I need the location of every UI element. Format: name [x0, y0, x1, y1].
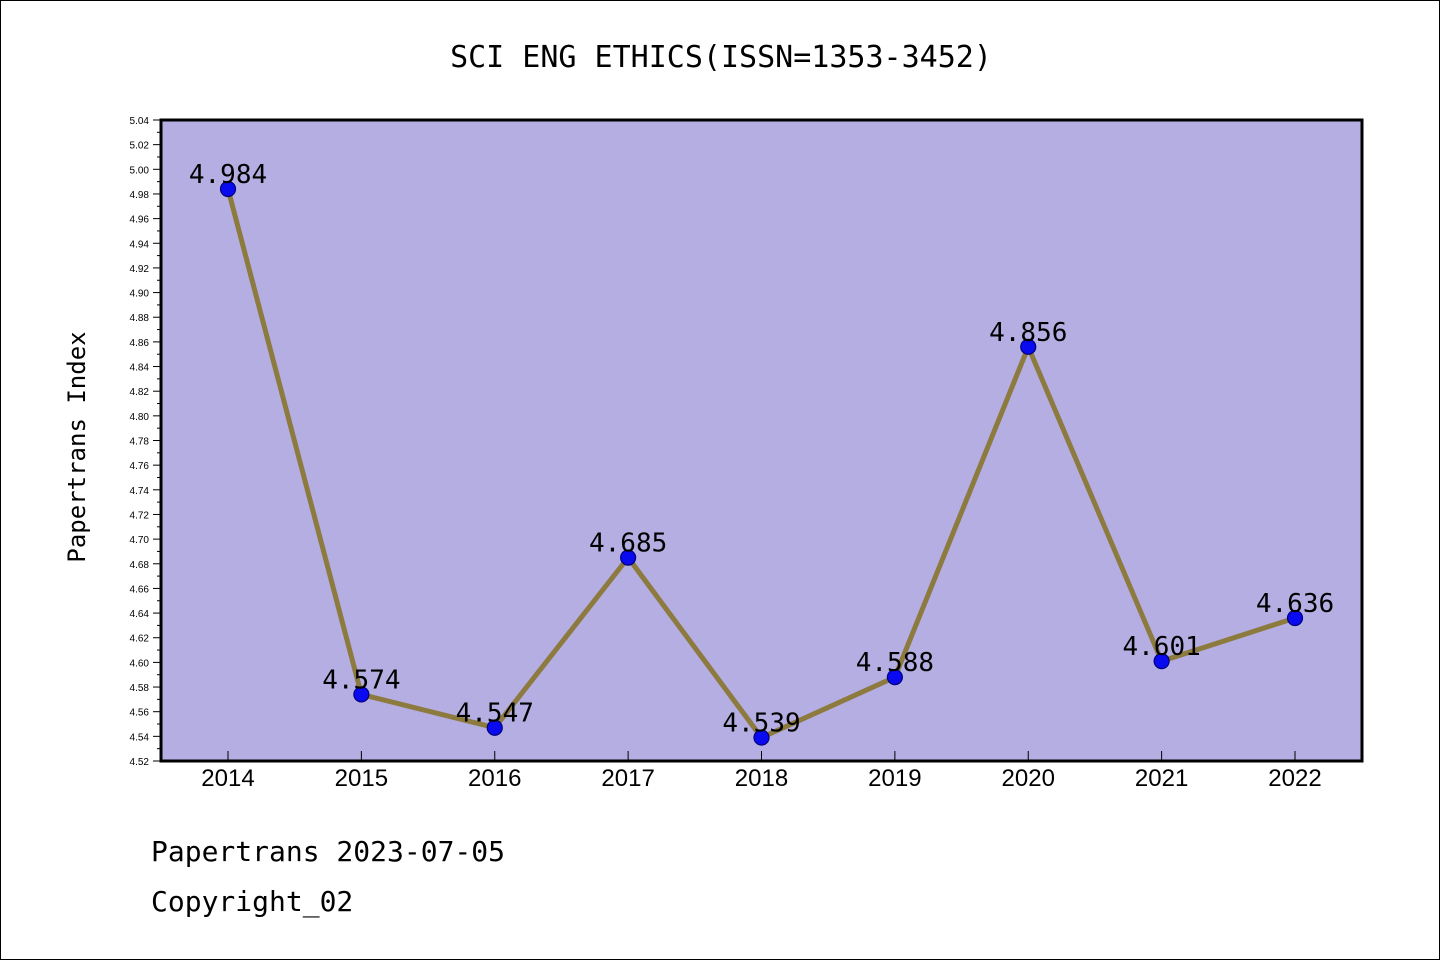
- x-tick-label: 2015: [335, 765, 388, 792]
- data-labels: 4.984 4.574 4.547 4.685 4.539 4.588 4.856 4.601…: [189, 160, 1334, 739]
- y-tick-label: 4.64: [130, 609, 150, 620]
- data-point-2017: [620, 549, 637, 566]
- y-tick-label: 4.54: [130, 732, 150, 743]
- y-tick-label: 4.84: [130, 363, 150, 374]
- x-tick-label: 2016: [468, 765, 521, 792]
- x-tick-label: 2017: [601, 765, 654, 792]
- y-tick-label: 4.90: [130, 289, 150, 300]
- y-tick-label: 4.92: [130, 264, 150, 275]
- y-tick-label: 4.70: [130, 535, 150, 546]
- data-label-2014: 4.984: [189, 160, 267, 190]
- y-axis-label: Papertrans Index: [63, 331, 91, 562]
- x-tick-label: 2022: [1268, 765, 1321, 792]
- chart-title: SCI ENG ETHICS(ISSN=1353-3452): [450, 40, 992, 75]
- y-tick-label: 5.00: [130, 165, 150, 176]
- y-tick-label: 4.62: [130, 634, 150, 645]
- data-point-2016: [486, 719, 503, 736]
- data-point-2014: [219, 180, 237, 198]
- series-line: [219, 180, 1304, 746]
- y-tick-label: 4.56: [130, 708, 150, 719]
- y-tick-label: 4.78: [130, 437, 150, 448]
- y-tick-label: 4.86: [130, 338, 150, 349]
- x-axis: 2014 2015 2016 2017 2018 2019 2020 2021 2022: [201, 751, 1322, 792]
- x-tick-label: 2020: [1002, 765, 1055, 792]
- data-label-2015: 4.574: [322, 665, 400, 695]
- footer-source: Papertrans 2023-07-05: [151, 835, 506, 868]
- y-tick-label: 5.04: [130, 116, 150, 127]
- y-tick-label: 4.80: [130, 412, 150, 423]
- x-tick-label: 2019: [868, 765, 921, 792]
- data-label-2021: 4.601: [1122, 632, 1200, 662]
- y-tick-label: 4.66: [130, 584, 150, 595]
- x-tick-label: 2018: [735, 765, 788, 792]
- y-tick-label: 4.82: [130, 387, 150, 398]
- y-tick-label: 4.72: [130, 510, 150, 521]
- y-tick-label: 4.52: [130, 757, 150, 768]
- x-tick-label: 2014: [201, 765, 254, 792]
- data-point-2015: [353, 686, 370, 703]
- y-tick-label: 4.74: [130, 486, 150, 497]
- data-point-2022: [1286, 609, 1304, 627]
- data-label-2022: 4.636: [1256, 589, 1334, 619]
- y-tick-label: 4.58: [130, 683, 150, 694]
- data-label-2018: 4.539: [722, 709, 800, 739]
- y-tick-label: 4.88: [130, 313, 150, 324]
- data-point-2021: [1153, 653, 1170, 670]
- footer-copyright: Copyright_02: [151, 885, 354, 918]
- y-tick-label: 4.98: [130, 190, 150, 201]
- data-point-2020: [1020, 338, 1037, 355]
- data-label-2017: 4.685: [589, 529, 667, 559]
- y-tick-label: 4.68: [130, 560, 150, 571]
- x-tick-label: 2021: [1135, 765, 1188, 792]
- data-point-2019: [886, 669, 903, 686]
- data-label-2016: 4.547: [456, 699, 534, 729]
- y-tick-label: 4.60: [130, 658, 150, 669]
- y-tick-label: 4.94: [130, 239, 150, 250]
- data-label-2020: 4.856: [989, 318, 1067, 348]
- y-tick-label: 4.96: [130, 215, 150, 226]
- y-tick-label: 4.76: [130, 461, 150, 472]
- data-point-2018: [753, 729, 770, 746]
- data-label-2019: 4.588: [856, 648, 934, 678]
- y-axis: 4.52 4.54 4.56 4.58 4.60 4.62 4.64 4.66 4.68 4.70…: [130, 116, 161, 768]
- y-tick-label: 5.02: [130, 141, 150, 152]
